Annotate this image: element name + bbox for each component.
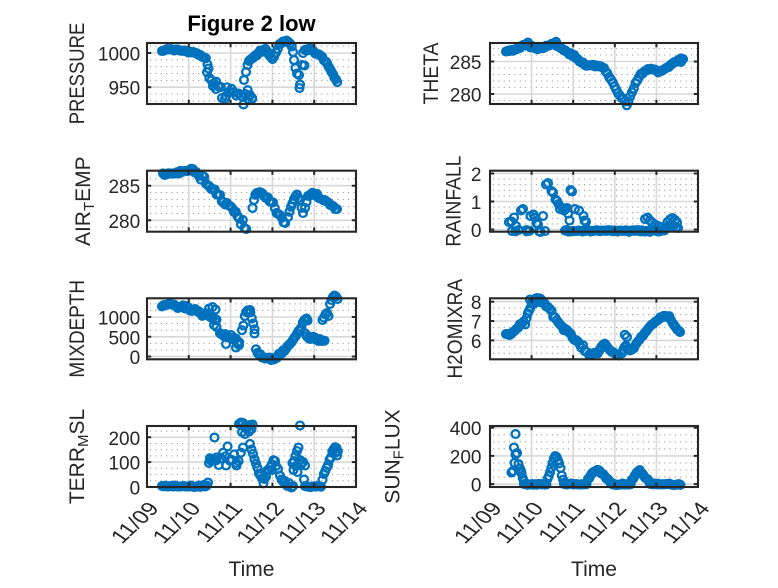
svg-text:AIRTEMP: AIRTEMP — [72, 156, 98, 246]
svg-text:285: 285 — [108, 177, 140, 198]
svg-text:H2OMIXRA: H2OMIXRA — [444, 278, 467, 378]
svg-text:Figure 2 low: Figure 2 low — [187, 11, 316, 36]
svg-text:285: 285 — [450, 53, 482, 74]
svg-text:6: 6 — [471, 332, 482, 353]
svg-text:280: 280 — [108, 212, 140, 233]
svg-text:1000: 1000 — [98, 309, 140, 330]
svg-text:0: 0 — [471, 221, 482, 242]
svg-text:0: 0 — [130, 348, 141, 369]
svg-text:Time: Time — [229, 558, 275, 581]
svg-text:2: 2 — [471, 165, 482, 186]
svg-text:0: 0 — [130, 479, 141, 500]
svg-text:200: 200 — [450, 447, 482, 468]
svg-text:280: 280 — [450, 86, 482, 107]
svg-text:0: 0 — [471, 476, 482, 497]
svg-text:1: 1 — [471, 193, 482, 214]
svg-text:PRESSURE: PRESSURE — [66, 23, 89, 125]
svg-text:200: 200 — [108, 429, 140, 450]
svg-text:950: 950 — [108, 79, 140, 100]
svg-text:Time: Time — [571, 558, 617, 581]
svg-text:TERRMSL: TERRMSL — [66, 409, 92, 504]
svg-text:100: 100 — [108, 454, 140, 475]
svg-text:THETA: THETA — [420, 42, 443, 104]
svg-text:7: 7 — [471, 313, 482, 334]
svg-text:MIXDEPTH: MIXDEPTH — [66, 280, 89, 378]
svg-text:1000: 1000 — [98, 45, 140, 66]
svg-text:500: 500 — [108, 328, 140, 349]
svg-text:RAINFALL: RAINFALL — [443, 156, 466, 247]
svg-text:400: 400 — [450, 419, 482, 440]
svg-text:8: 8 — [471, 293, 482, 314]
